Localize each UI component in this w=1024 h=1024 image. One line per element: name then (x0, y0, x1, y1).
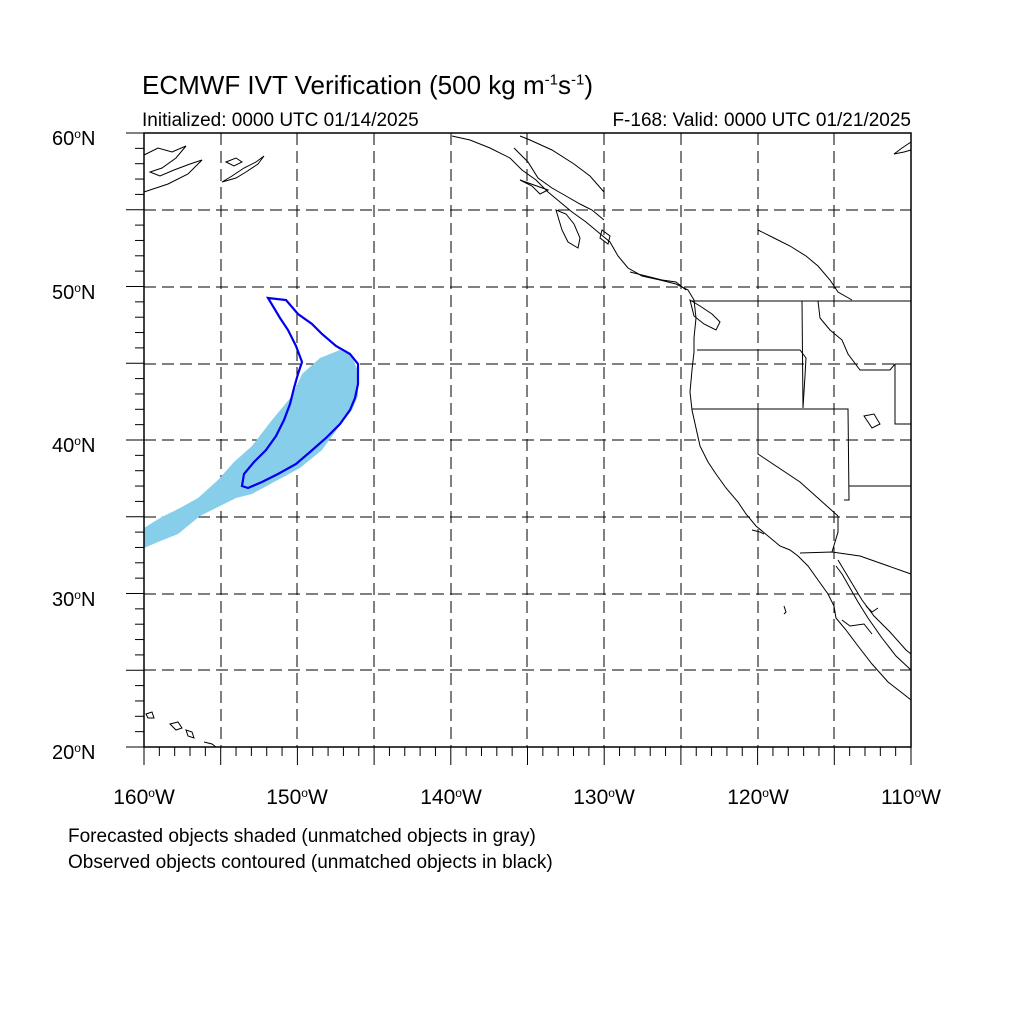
lat-label-50: 50oN (52, 281, 96, 304)
observed-legend-note: Observed objects contoured (unmatched ob… (68, 852, 553, 873)
valid-time-label: F-168: Valid: 0000 UTC 01/21/2025 (612, 110, 911, 131)
map-title: ECMWF IVT Verification (500 kg m-1s-1) (142, 70, 593, 100)
initialized-label: Initialized: 0000 UTC 01/14/2025 (142, 110, 419, 131)
coastlines-and-borders (143, 135, 912, 748)
forecast-ivt-object (144, 350, 358, 548)
map-frame (143, 132, 912, 748)
forecast-legend-note: Forecasted objects shaded (unmatched obj… (68, 826, 536, 847)
observed-ivt-contour (240, 296, 360, 490)
lon-label-160w: 160oW (113, 786, 175, 809)
lon-label-150w: 150oW (266, 786, 328, 809)
lat-label-20: 20oN (52, 741, 96, 764)
lon-label-130w: 130oW (573, 786, 635, 809)
lon-label-110w: 110oW (881, 786, 941, 809)
lat-label-60: 60oN (52, 127, 96, 150)
axis-ticks (126, 132, 912, 765)
lat-label-40: 40oN (52, 434, 96, 457)
lon-label-140w: 140oW (420, 786, 482, 809)
lon-label-120w: 120oW (727, 786, 789, 809)
lat-label-30: 30oN (52, 588, 96, 611)
